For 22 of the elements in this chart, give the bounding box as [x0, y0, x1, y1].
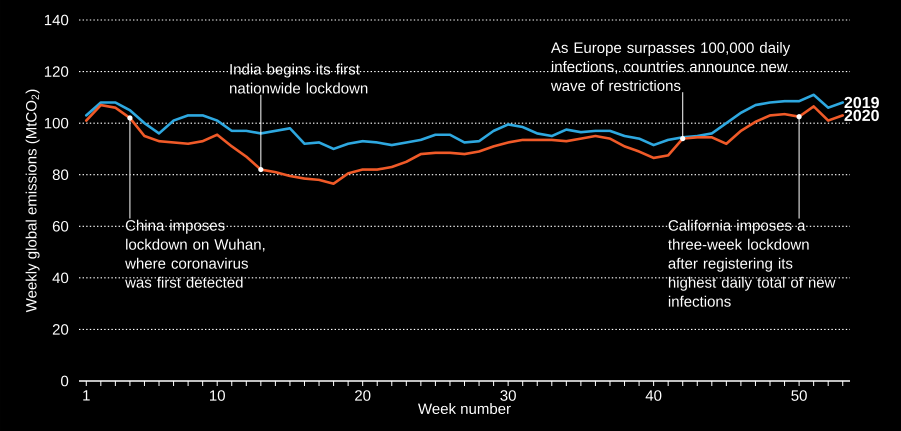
y-tick-label: 60	[52, 220, 68, 232]
x-tick-label: 30	[500, 390, 516, 401]
annotation: China imposes lockdown on Wuhan, where coronavirus was first detected	[125, 220, 264, 288]
y-tick-label: 20	[52, 324, 68, 335]
y-tick-label: 100	[44, 118, 68, 128]
x-tick-label: 40	[646, 390, 662, 401]
x-axis-title: Week number	[418, 403, 511, 414]
y-tick-label: 140	[44, 14, 68, 26]
y-tick-label: 40	[52, 272, 68, 284]
annotation: India begins its first nationwide lockdown	[230, 64, 368, 94]
series-label: 2019	[844, 96, 879, 108]
annotation: California imposes a three-week lockdown after registering its highest daily total of new infections	[668, 220, 836, 307]
x-tick-label: 20	[355, 390, 370, 401]
y-tick-label: 80	[52, 169, 68, 180]
x-tick-label: 10	[210, 390, 225, 401]
y-tick-label: 0	[61, 376, 68, 386]
series-label: 2020	[844, 110, 879, 122]
y-axis-title: Weekly global emissions (MtCO$_{2}$)	[26, 90, 40, 312]
x-tick-label: 50	[791, 390, 807, 401]
y-tick-label: 120	[44, 66, 68, 77]
annotation: As Europe surpasses 100,000 daily infections, countries announce new wave of restrictions	[550, 42, 790, 91]
x-tick-label: 1	[83, 390, 90, 401]
